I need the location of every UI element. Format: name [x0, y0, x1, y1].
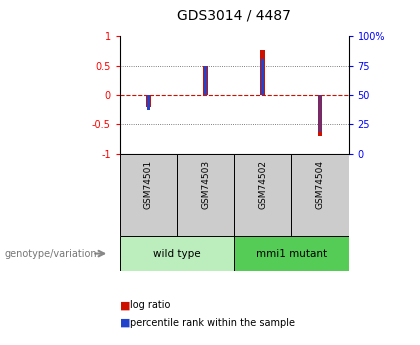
Text: wild type: wild type — [153, 249, 201, 258]
Bar — [260, 50, 265, 95]
Text: genotype/variation: genotype/variation — [4, 249, 97, 258]
Text: ■: ■ — [120, 318, 130, 327]
Bar — [120, 236, 234, 271]
Text: ■: ■ — [120, 300, 130, 310]
Text: GSM74502: GSM74502 — [258, 160, 267, 209]
Bar — [204, 66, 207, 95]
Text: GSM74503: GSM74503 — [201, 160, 210, 209]
Bar — [262, 59, 264, 95]
Text: GSM74504: GSM74504 — [315, 160, 325, 209]
Bar — [203, 66, 208, 95]
Bar — [291, 154, 349, 236]
Bar — [120, 154, 177, 236]
Text: log ratio: log ratio — [130, 300, 171, 310]
Bar — [146, 95, 151, 107]
Bar — [147, 95, 150, 110]
Bar — [234, 236, 349, 271]
Bar — [177, 154, 234, 236]
Bar — [318, 95, 322, 136]
Bar — [319, 95, 321, 132]
Text: GDS3014 / 4487: GDS3014 / 4487 — [177, 8, 291, 22]
Bar — [234, 154, 291, 236]
Text: GSM74501: GSM74501 — [144, 160, 153, 209]
Text: percentile rank within the sample: percentile rank within the sample — [130, 318, 295, 327]
Text: mmi1 mutant: mmi1 mutant — [256, 249, 327, 258]
